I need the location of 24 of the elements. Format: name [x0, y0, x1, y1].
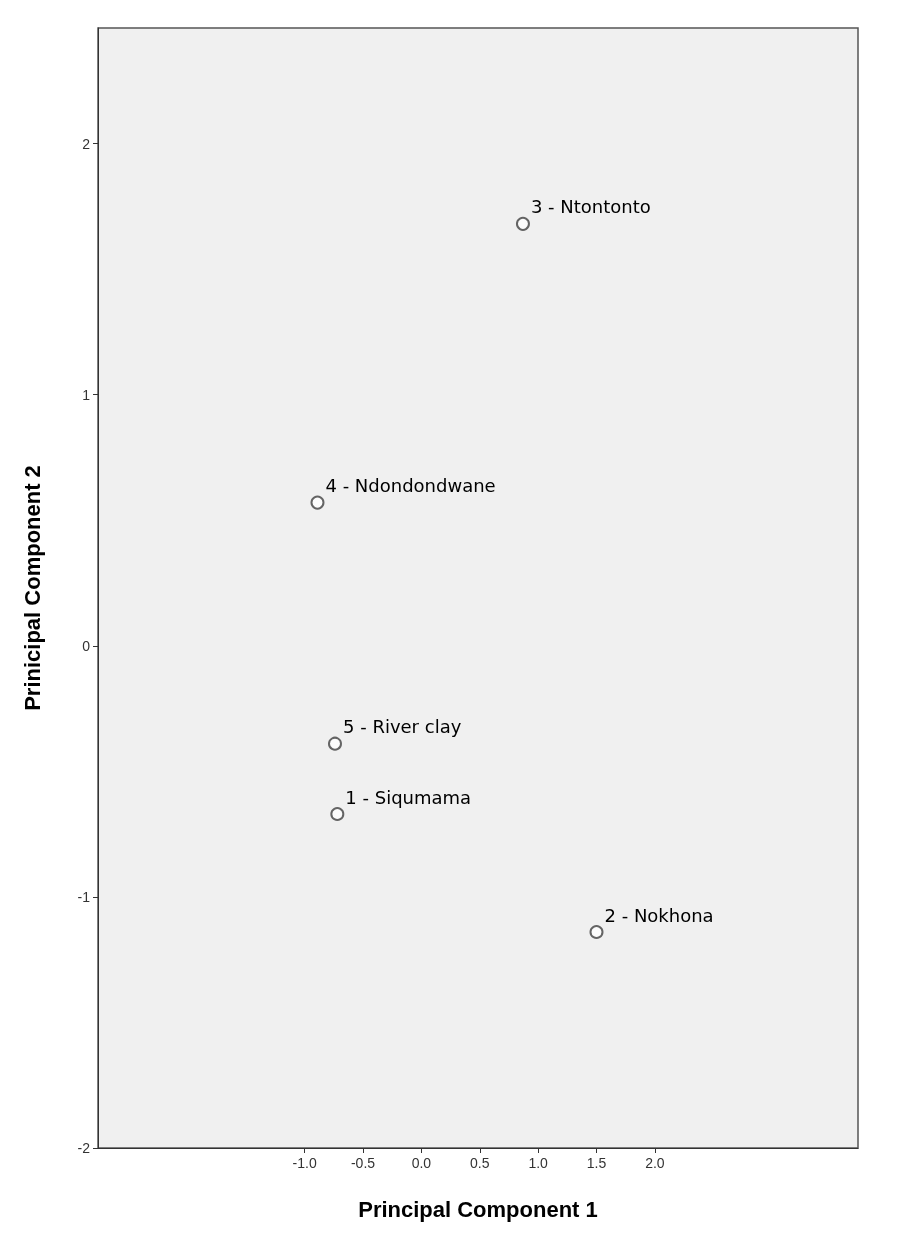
point — [330, 807, 345, 822]
point — [310, 495, 325, 510]
y-tick-label: 2 — [82, 135, 91, 152]
x-tick-label: 0.0 — [411, 1155, 432, 1171]
annotation: 3 - Ntontonto — [530, 196, 651, 218]
x-tick-label: -1.0 — [292, 1155, 317, 1171]
x-tick-label: 0.5 — [470, 1155, 490, 1171]
x-tick-label: 2.0 — [645, 1155, 665, 1171]
point — [589, 925, 604, 940]
x-tick-label: 1.0 — [528, 1155, 549, 1171]
annotation: 1 - Siqumama — [345, 786, 472, 808]
point — [515, 216, 530, 231]
x-tick-label: -0.5 — [350, 1155, 376, 1171]
y-tick-label: -1 — [77, 888, 91, 905]
point — [328, 736, 342, 751]
annotation: 2 - Nokhona — [604, 904, 714, 926]
y-tick-label: 0 — [82, 637, 91, 654]
annotation: 4 - Ndondondwane — [325, 475, 496, 497]
annotation: 5 - River clay — [342, 716, 462, 738]
x-tick-label: 1.5 — [586, 1155, 607, 1171]
y-tick-label: -2 — [77, 1140, 91, 1156]
y-tick-label: 1 — [82, 386, 91, 403]
x-axis-title: Principal Component 1 — [358, 1196, 598, 1222]
y-axis-title: Prinicipal Component 2 — [19, 465, 45, 711]
